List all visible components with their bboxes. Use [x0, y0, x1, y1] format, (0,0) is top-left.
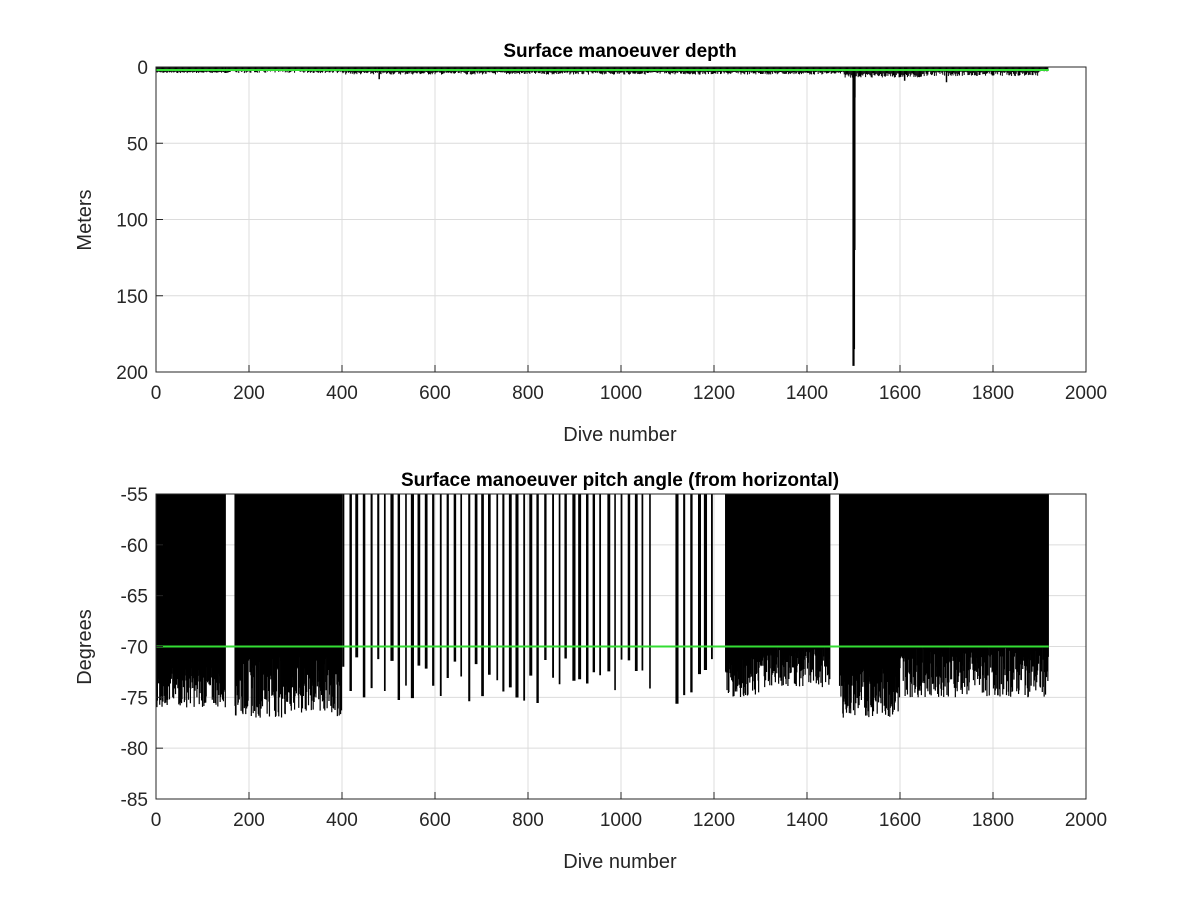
- depth-chart-xtick-label: 1200: [693, 383, 735, 404]
- pitch-chart-xtick-label: 1400: [786, 810, 828, 831]
- depth-chart-xlabel: Dive number: [563, 424, 677, 446]
- pitch-chart-xtick-label: 400: [326, 810, 358, 831]
- depth-chart-ytick-label: 100: [116, 211, 148, 232]
- depth-chart-xtick-label: 200: [233, 383, 265, 404]
- depth-chart-xtick-label: 1600: [879, 383, 921, 404]
- pitch-chart-ylabel: Degrees: [74, 609, 96, 685]
- depth-chart-ticks: 0 200 400 600 800 1000 1200 1400 1600 1800 2000050…: [116, 58, 1107, 404]
- depth-chart-xtick-label: 1000: [600, 383, 642, 404]
- depth-chart-xtick-label: 2000: [1065, 383, 1107, 404]
- pitch-chart-ytick-label: -80: [121, 739, 148, 760]
- depth-chart-xtick-label: 600: [419, 383, 451, 404]
- pitch-chart-ytick-label: -75: [121, 688, 148, 709]
- pitch-chart-ytick-label: -65: [121, 587, 148, 608]
- pitch-chart-xtick-label: 1200: [693, 810, 735, 831]
- depth-chart: Surface manoeuver depth Dive number Mete…: [74, 41, 1107, 446]
- pitch-chart-ytick-label: -55: [121, 485, 148, 506]
- pitch-chart-title: Surface manoeuver pitch angle (from hori…: [401, 470, 839, 491]
- depth-chart-ytick-label: 0: [137, 58, 148, 79]
- pitch-chart-ytick-label: -60: [121, 536, 148, 557]
- pitch-chart-xtick-label: 1600: [879, 810, 921, 831]
- depth-chart-ytick-label: 50: [127, 134, 148, 155]
- pitch-chart-data: [155, 494, 1049, 718]
- pitch-chart: Surface manoeuver pitch angle (from hori…: [74, 470, 1107, 873]
- pitch-chart-xtick-label: 200: [233, 810, 265, 831]
- pitch-chart-ytick-label: -70: [121, 638, 148, 659]
- depth-chart-ytick-label: 150: [116, 287, 148, 308]
- depth-chart-title: Surface manoeuver depth: [503, 41, 736, 62]
- depth-chart-xtick-label: 0: [151, 383, 162, 404]
- pitch-chart-xtick-label: 2000: [1065, 810, 1107, 831]
- depth-chart-ytick-label: 200: [116, 363, 148, 384]
- depth-chart-ylabel: Meters: [74, 189, 96, 250]
- pitch-chart-xtick-label: 800: [512, 810, 544, 831]
- depth-chart-xtick-label: 1800: [972, 383, 1014, 404]
- depth-chart-xtick-label: 800: [512, 383, 544, 404]
- pitch-chart-xtick-label: 1000: [600, 810, 642, 831]
- pitch-chart-xlabel: Dive number: [563, 851, 677, 873]
- pitch-chart-xtick-label: 1800: [972, 810, 1014, 831]
- depth-chart-xtick-label: 400: [326, 383, 358, 404]
- pitch-chart-xtick-label: 0: [151, 810, 162, 831]
- pitch-chart-ticks: 0 200 400 600 800 1000 1200 1400 1600 1800 2000 -55…: [121, 485, 1108, 831]
- pitch-chart-xtick-label: 600: [419, 810, 451, 831]
- depth-chart-xtick-label: 1400: [786, 383, 828, 404]
- pitch-chart-ytick-label: -85: [121, 790, 148, 811]
